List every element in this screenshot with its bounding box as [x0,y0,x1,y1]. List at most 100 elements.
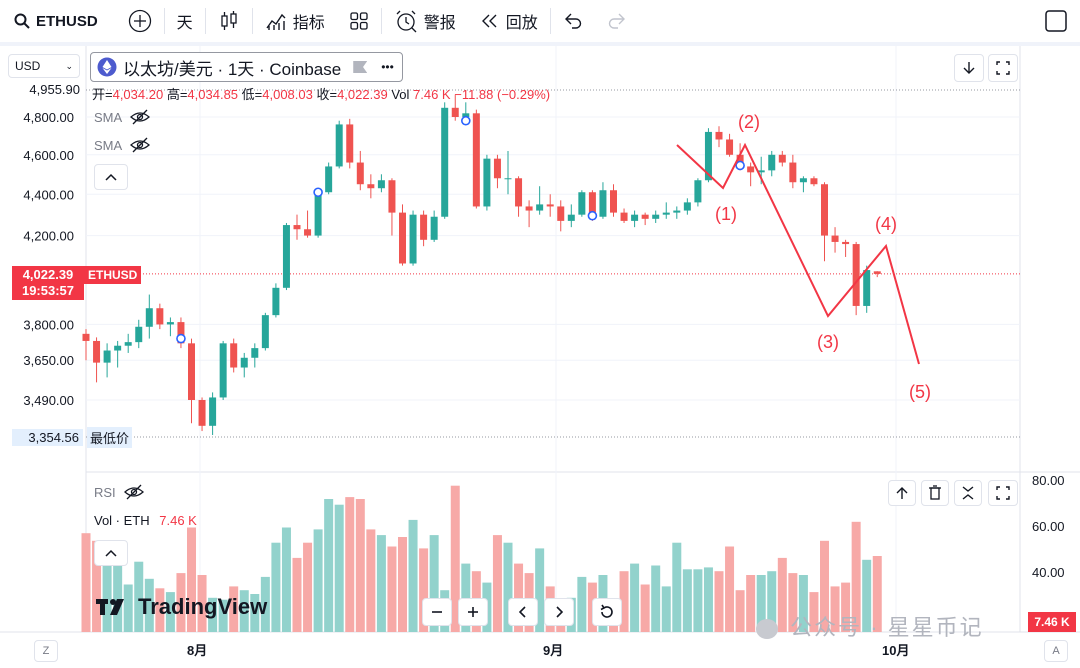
undo-button[interactable] [551,0,595,42]
low-label: 低= [241,87,263,102]
volume-bar [429,535,439,632]
indicators-button[interactable]: 指标 [253,0,337,42]
volume-bar [514,563,524,632]
candle-body [515,178,523,207]
price-axis-tick: 3,800.00 [23,317,74,332]
compare-add-button[interactable] [116,0,164,42]
eye-hidden-icon[interactable] [130,137,151,153]
volume-bar [767,571,777,632]
auto-scale-button[interactable]: A [1044,640,1068,662]
collapse-pane-button[interactable] [954,480,982,506]
candle-body [240,357,248,368]
event-marker [313,187,323,198]
interval-button[interactable]: 天 [165,0,205,42]
indicators-icon [266,13,286,30]
fullscreen-button[interactable] [1032,0,1080,42]
current-price-value: 4,022.39 [22,267,74,282]
indicator-sma-1-label: SMA [94,109,123,125]
volume-bar [197,575,207,632]
lowest-price-value: 3,354.56 [12,428,83,446]
candle-body [114,345,122,351]
event-marker [460,115,471,126]
tradingview-logo-icon [96,599,124,615]
candle-body [198,400,206,426]
currency-select-value: USD [15,59,41,73]
candle-body [441,107,449,217]
log-scale-button[interactable]: Z [34,640,58,662]
candle-body [93,340,101,363]
candle-body [631,214,639,221]
indicator-sma-1[interactable]: SMA [94,109,151,125]
candle-body [420,214,428,240]
maximize-icon [996,486,1010,500]
volume-bar [830,586,840,632]
candle-body [747,166,755,173]
auto-scale-label: A [1052,645,1060,657]
grid-icon [350,12,368,30]
volume-bar [661,586,671,632]
zoom-in-button[interactable] [458,598,488,626]
volume-bar [703,567,713,632]
candle-body [588,192,596,217]
reset-icon [600,604,613,618]
volume-bar [862,559,872,632]
candle-body [546,204,554,207]
candle-body [652,214,660,219]
tradingview-wordmark: TradingView [138,594,268,619]
candle-body [124,342,132,346]
candlesticks [82,95,881,436]
candle-body [726,139,734,155]
move-pane-up-button[interactable] [888,480,916,506]
candle-body [715,131,723,140]
maximize-volume-pane-button[interactable] [988,480,1018,506]
plus-circle-icon [128,9,151,33]
volume-bar [461,563,471,632]
chevron-up-icon [105,173,117,181]
volume-bar [81,533,91,632]
chart-type-button[interactable] [206,0,252,42]
volume-axis-tick: 60.00 [1032,519,1065,534]
reset-chart-button[interactable] [592,598,622,626]
collapse-indicators-button[interactable] [94,164,128,190]
collapse-volume-button[interactable] [94,540,128,566]
more-icon[interactable]: ••• [381,60,394,74]
candle-body [135,326,143,343]
zoom-out-button[interactable] [422,598,452,626]
candle-body [293,225,301,230]
indicator-sma-2[interactable]: SMA [94,137,151,153]
ohlc-legend: 开=4,034.20 高=4,034.85 低=4,008.03 收=4,022… [92,84,550,103]
price-axis: 4,800.00 4,600.00 4,400.00 4,200.00 3,800.00… [23,110,74,408]
alert-button[interactable]: 警报 [382,0,468,42]
volume-bar [408,519,418,632]
volume-bar [746,575,756,632]
download-button[interactable] [954,54,984,82]
candle-body [388,180,396,213]
delete-pane-button[interactable] [921,480,949,506]
maximize-icon [996,61,1010,75]
volume-bar [756,575,766,632]
eye-hidden-icon[interactable] [123,484,144,500]
wave-label: (1) [715,204,737,224]
symbol-search-button[interactable]: ETHUSD [0,0,116,42]
redo-button[interactable] [595,0,639,42]
indicator-rsi[interactable]: RSI [94,484,144,500]
eye-hidden-icon[interactable] [130,109,151,125]
maximize-pane-button[interactable] [988,54,1018,82]
symbol-title[interactable]: 以太坊/美元 · 1天 · Coinbase ••• [90,52,403,82]
layouts-button[interactable] [337,0,381,42]
price-axis-tick: 4,400.00 [23,187,74,202]
currency-select[interactable]: USD ⌄ [8,54,80,78]
candles-icon [221,11,237,30]
indicator-rsi-label: RSI [94,484,116,500]
replay-button[interactable]: 回放 [468,0,550,42]
lowest-price-badge: 3,354.56 最低价 [12,426,133,448]
high-label: 高= [166,87,188,102]
volume-bar [841,582,851,632]
volume-bar [324,499,334,632]
scroll-right-button[interactable] [544,598,574,626]
price-axis-tick: 4,200.00 [23,229,74,244]
scroll-left-button[interactable] [508,598,538,626]
volume-bar [250,594,260,632]
candle-body [683,202,691,211]
volume-bar [809,592,819,632]
